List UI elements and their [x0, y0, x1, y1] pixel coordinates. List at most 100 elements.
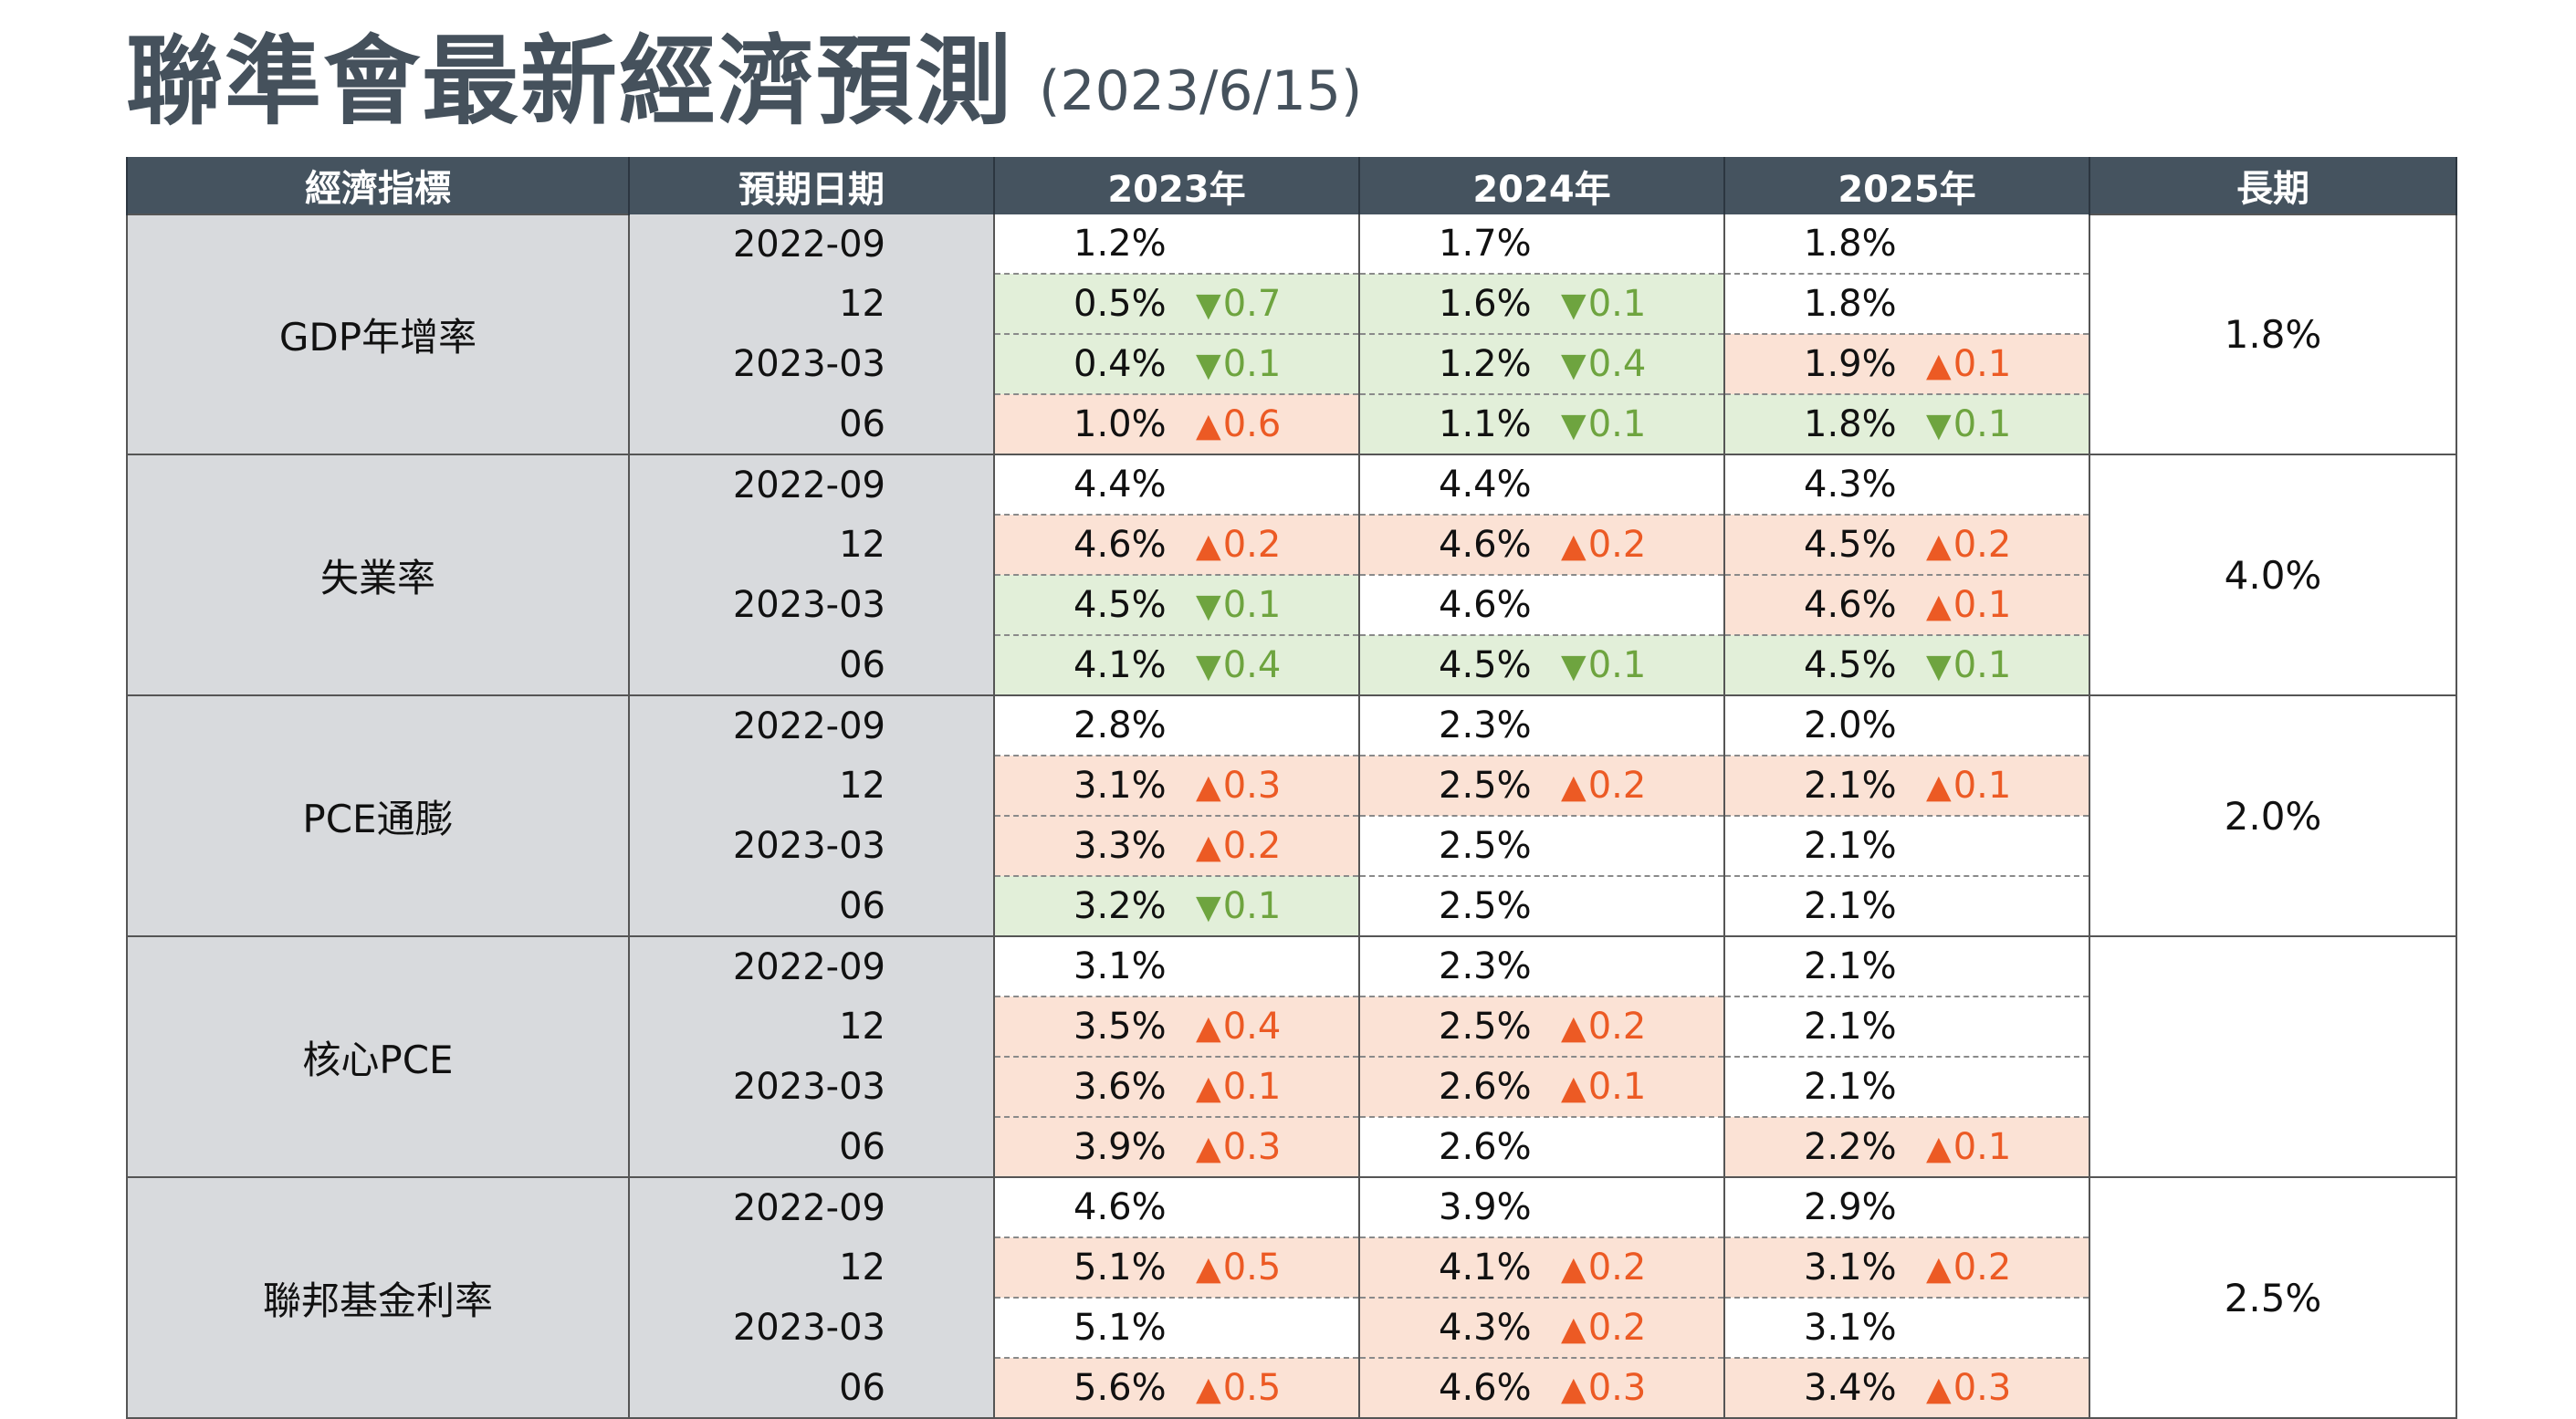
table-row: 12 3.5% ▲0.4 2.5% ▲0.2 2.1% — [127, 996, 2456, 1058]
revision-amount: 0.1 — [1953, 403, 2012, 445]
triangle-down-icon: ▼ — [1926, 407, 1952, 444]
revision-change: ▲0.3 — [1196, 1126, 1281, 1168]
forecast-cell: 3.2% ▼0.1 — [993, 876, 1360, 937]
page-date: (2023/6/15) — [1039, 59, 1363, 123]
forecast-value: 3.1% — [1804, 1307, 1897, 1349]
forecast-cell: 3.6% ▲0.1 — [993, 1057, 1360, 1118]
forecast-cell: 4.6% ▲0.2 — [993, 515, 1360, 576]
revision-change: ▼0.1 — [1561, 403, 1646, 445]
forecast-cell: 4.5% ▲0.2 — [1723, 515, 2090, 576]
revision-amount: 0.3 — [1587, 1367, 1647, 1409]
forecast-value: 2.1% — [1804, 1066, 1897, 1108]
forecast-value: 4.4% — [1073, 464, 1167, 506]
forecast-value: 2.1% — [1804, 945, 1897, 987]
triangle-up-icon: ▲ — [1561, 1371, 1586, 1408]
revision-change: ▲0.3 — [1926, 1367, 2011, 1409]
indicator-name: 核心PCE — [126, 935, 630, 1178]
revision-amount: 0.4 — [1222, 1006, 1282, 1048]
revision-change: ▼0.1 — [1561, 644, 1646, 686]
forecast-date: 06 — [628, 635, 995, 696]
forecast-date: 2022-09 — [628, 214, 995, 274]
revision-amount: 0.1 — [1953, 584, 2012, 626]
forecast-value: 1.8% — [1804, 403, 1897, 445]
revision-amount: 0.4 — [1587, 343, 1647, 385]
long-run-value: 1.8% — [2089, 214, 2457, 455]
forecast-date: 12 — [628, 1237, 995, 1298]
table-row: 12 0.5% ▼0.7 1.6% ▼0.1 1.8% — [127, 274, 2456, 335]
triangle-down-icon: ▼ — [1561, 407, 1586, 444]
triangle-up-icon: ▲ — [1196, 768, 1221, 806]
forecast-cell: 4.1% ▼0.4 — [993, 635, 1360, 696]
forecast-cell: 5.1% — [993, 1298, 1360, 1359]
revision-amount: 0.1 — [1953, 1126, 2012, 1168]
triangle-down-icon: ▼ — [1196, 889, 1221, 926]
forecast-cell: 2.1% — [1723, 1057, 2090, 1118]
forecast-date: 2023-03 — [628, 1298, 995, 1358]
forecast-value: 4.6% — [1073, 524, 1167, 566]
revision-change: ▲0.2 — [1926, 524, 2011, 566]
forecast-cell: 1.7% — [1358, 214, 1725, 275]
forecast-cell: 2.6% — [1358, 1117, 1725, 1178]
forecast-value: 1.7% — [1439, 223, 1532, 265]
revision-change: ▲0.6 — [1196, 403, 1281, 445]
forecast-value: 2.5% — [1439, 885, 1532, 927]
forecast-date: 2023-03 — [628, 816, 995, 876]
revision-change: ▼0.7 — [1196, 283, 1281, 325]
revision-amount: 0.2 — [1222, 524, 1282, 566]
triangle-up-icon: ▲ — [1561, 1069, 1586, 1107]
forecast-cell: 4.6% — [1358, 575, 1725, 636]
forecast-cell: 2.0% — [1723, 695, 2090, 756]
forecast-value: 3.9% — [1439, 1186, 1532, 1228]
forecast-cell: 4.5% ▼0.1 — [1723, 635, 2090, 696]
forecast-value: 4.1% — [1439, 1247, 1532, 1289]
header-2025: 2025年 — [1723, 157, 2090, 214]
triangle-down-icon: ▼ — [1561, 287, 1586, 324]
table-row: 核心PCE 2022-09 3.1% 2.3% 2.1% — [126, 935, 2457, 1178]
revision-amount: 0.1 — [1587, 403, 1647, 445]
forecast-cell: 1.8% — [1723, 274, 2090, 335]
forecast-cell: 1.8% ▼0.1 — [1723, 394, 2090, 455]
triangle-up-icon: ▲ — [1196, 829, 1221, 866]
table-row: 2023-03 4.5% ▼0.1 4.6% 4.6% ▲0.1 — [127, 575, 2456, 636]
triangle-down-icon: ▼ — [1196, 347, 1221, 384]
table-row: 2023-03 3.6% ▲0.1 2.6% ▲0.1 2.1% — [127, 1057, 2456, 1118]
table-row: 2023-03 3.3% ▲0.2 2.5% 2.1% — [127, 816, 2456, 877]
indicator-name: PCE通膨 — [126, 694, 630, 937]
forecast-cell: 2.5% — [1358, 876, 1725, 937]
forecast-cell: 3.9% ▲0.3 — [993, 1117, 1360, 1178]
forecast-cell: 3.3% ▲0.2 — [993, 816, 1360, 877]
revision-change: ▲0.5 — [1196, 1247, 1281, 1289]
forecast-value: 1.8% — [1804, 283, 1897, 325]
long-run-value — [2089, 935, 2457, 1178]
forecast-value: 4.5% — [1804, 644, 1897, 686]
forecast-cell: 2.9% — [1723, 1177, 2090, 1238]
revision-amount: 0.1 — [1222, 343, 1282, 385]
forecast-value: 1.6% — [1439, 283, 1532, 325]
forecast-cell: 5.1% ▲0.5 — [993, 1237, 1360, 1299]
forecast-value: 5.1% — [1073, 1307, 1167, 1349]
table-row: 06 3.2% ▼0.1 2.5% 2.1% — [127, 876, 2456, 937]
forecast-cell: 4.5% ▼0.1 — [993, 575, 1360, 636]
header-indicator: 經濟指標 — [126, 157, 630, 214]
forecast-date: 2022-09 — [628, 695, 995, 756]
forecast-value: 2.6% — [1439, 1126, 1532, 1168]
revision-amount: 0.2 — [1587, 765, 1647, 807]
forecast-value: 4.5% — [1804, 524, 1897, 566]
table-row: 聯邦基金利率 2022-09 4.6% 3.9% 2.9% 2.5% — [126, 1176, 2457, 1419]
revision-amount: 0.3 — [1222, 765, 1282, 807]
forecast-value: 2.5% — [1439, 825, 1532, 867]
forecast-date: 2023-03 — [628, 334, 995, 394]
forecast-value: 4.6% — [1439, 1367, 1532, 1409]
forecast-cell: 2.1% — [1723, 996, 2090, 1058]
revision-change: ▲0.2 — [1561, 765, 1646, 807]
table-row: 2023-03 0.4% ▼0.1 1.2% ▼0.4 1.9% ▲0.1 — [127, 334, 2456, 395]
forecast-value: 4.3% — [1804, 464, 1897, 506]
forecast-cell: 2.1% — [1723, 876, 2090, 937]
forecast-cell: 4.6% ▲0.3 — [1358, 1358, 1725, 1419]
forecast-value: 3.3% — [1073, 825, 1167, 867]
forecast-value: 4.1% — [1073, 644, 1167, 686]
indicator-name: 失業率 — [126, 454, 630, 696]
forecast-value: 3.4% — [1804, 1367, 1897, 1409]
revision-amount: 0.1 — [1587, 283, 1647, 325]
forecast-cell: 1.9% ▲0.1 — [1723, 334, 2090, 395]
